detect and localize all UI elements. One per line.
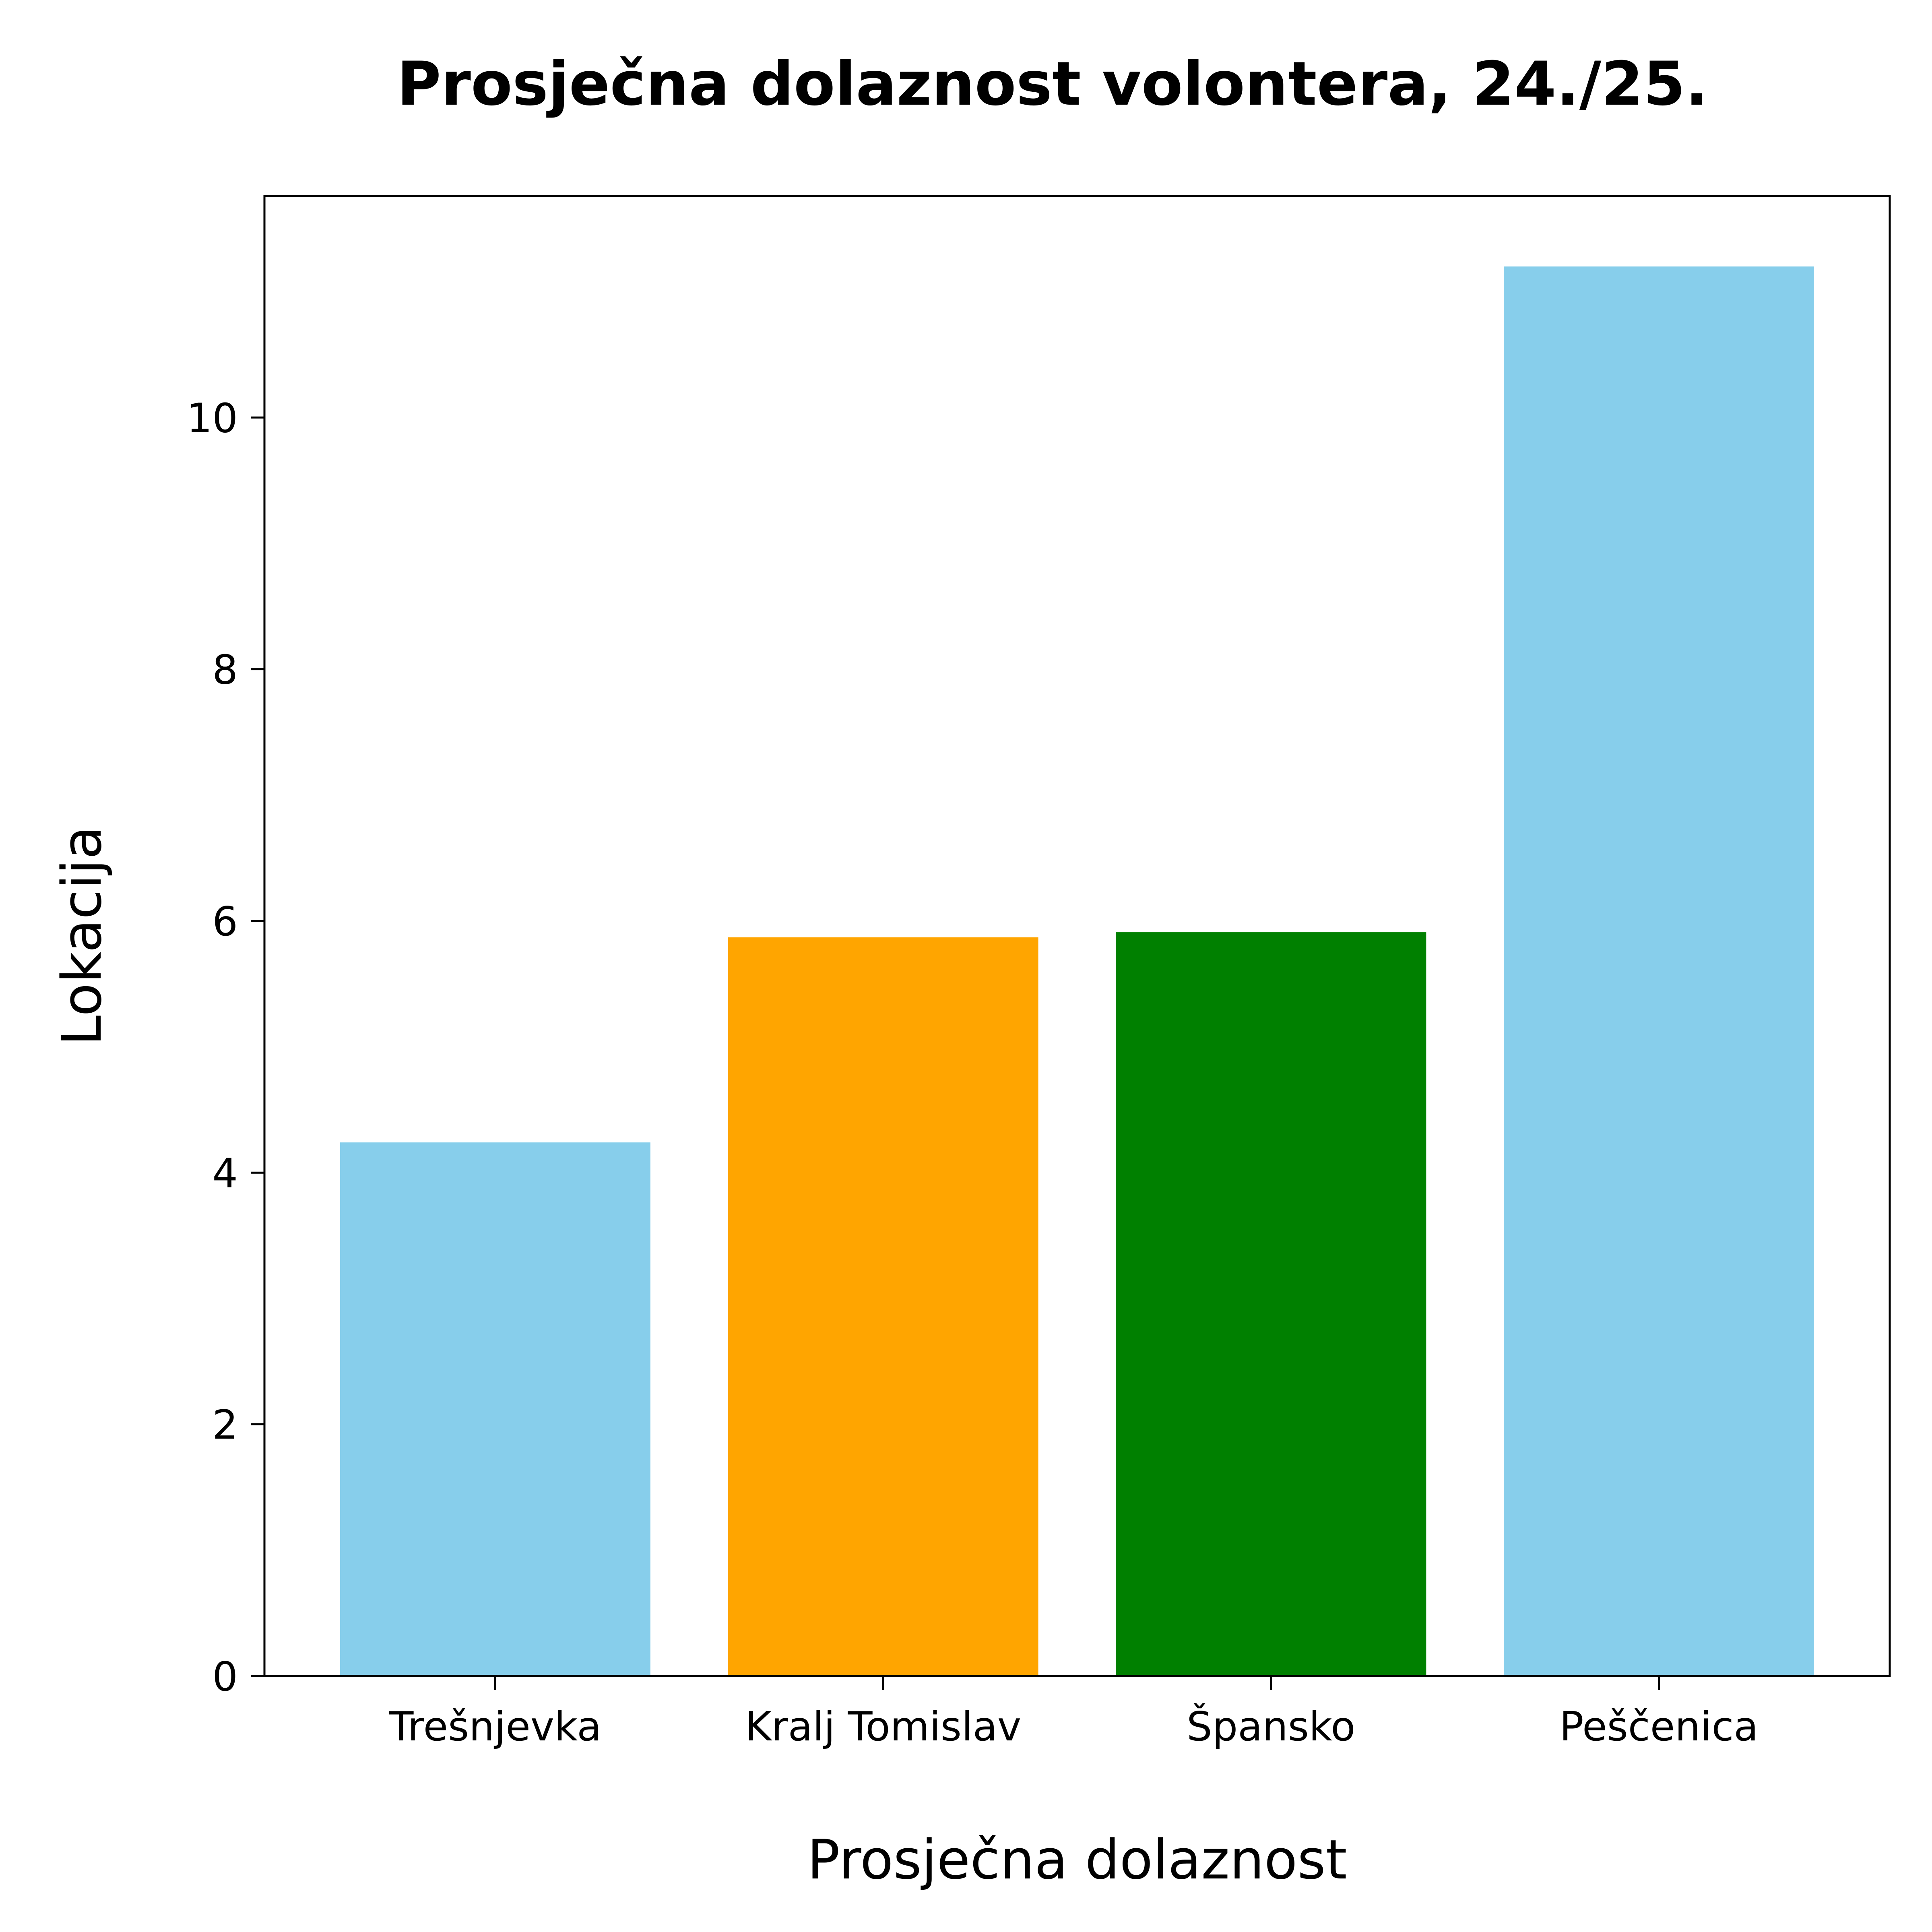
- y-tick-label: 6: [212, 898, 238, 945]
- bar-0: [340, 1142, 650, 1676]
- y-tick-label: 2: [212, 1402, 238, 1449]
- y-tick-label: 4: [212, 1150, 238, 1197]
- y-axis-label: Lokacija: [50, 826, 114, 1046]
- plot-area-frame: [263, 195, 1891, 1677]
- y-tick-label: 0: [212, 1653, 238, 1700]
- x-axis-label: Prosječna dolaznost: [807, 1828, 1347, 1891]
- bar-3: [1504, 266, 1814, 1676]
- x-tick-label: Špansko: [1187, 1703, 1355, 1750]
- chart-title: Prosječna dolaznost volontera, 24./25.: [397, 49, 1708, 119]
- y-tick-label: 8: [212, 646, 238, 694]
- ticks-group: Trešnjevka Kralj Tomislav Špansko Peščenica…: [187, 394, 1759, 1750]
- x-tick-label: Kralj Tomislav: [745, 1703, 1021, 1750]
- x-tick-label: Peščenica: [1559, 1703, 1758, 1750]
- bar-1: [728, 937, 1038, 1676]
- bars-group: [340, 266, 1814, 1676]
- x-tick-label: Trešnjevka: [388, 1703, 601, 1750]
- bar-2: [1116, 932, 1426, 1676]
- y-tick-label: 10: [187, 394, 238, 442]
